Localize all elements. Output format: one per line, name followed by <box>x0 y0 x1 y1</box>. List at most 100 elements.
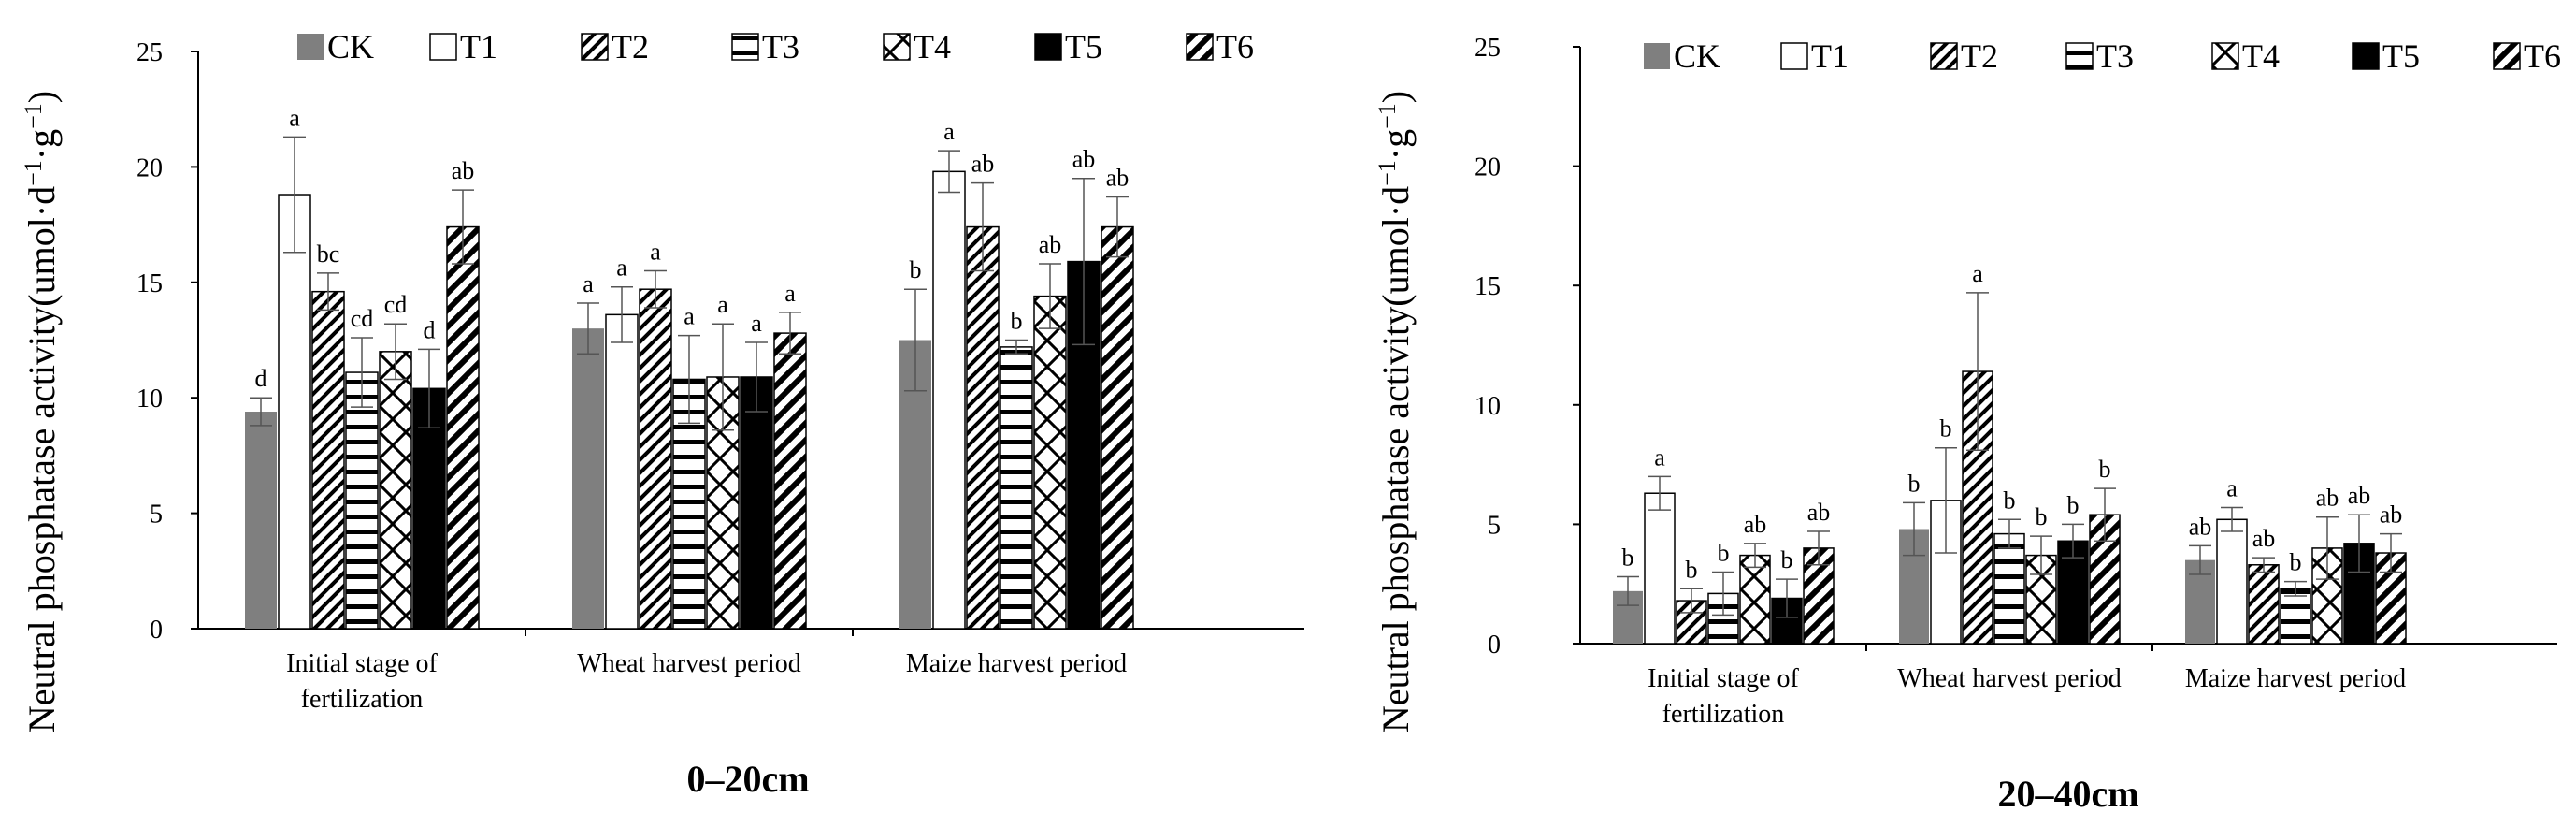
significance-letter: b <box>2004 486 2016 514</box>
significance-letter: a <box>943 118 955 145</box>
significance-letter: b <box>1781 546 1793 573</box>
significance-letter: ab <box>2348 482 2371 509</box>
significance-letter: b <box>1908 470 1921 497</box>
y-tick-label: 10 <box>1475 392 1501 421</box>
bar-t6-1 <box>2089 514 2121 645</box>
chart-panel-0-20cm: 0 5 10 15 20 25 Neutral phosphatase activity(u… <box>20 28 1304 800</box>
legend-label-t6: T6 <box>1216 28 1254 65</box>
legend-swatch-ck <box>1644 43 1670 69</box>
significance-letter: b <box>2067 491 2080 518</box>
chart-panel-20-40cm: 0 5 10 15 20 25 Neutral phosphatase activity(u… <box>1374 34 2561 815</box>
y-tick-label: 5 <box>1488 511 1501 540</box>
significance-letter: a <box>684 303 695 330</box>
legend-swatch-t2 <box>581 33 609 61</box>
significance-letter: a <box>1654 443 1665 471</box>
chart-title: 0–20cm <box>686 758 809 800</box>
significance-letter: a <box>289 104 300 131</box>
bar-t4-2 <box>1033 295 1067 630</box>
legend-label-t6: T6 <box>2524 37 2561 75</box>
category-label: Wheat harvest period <box>1897 664 2121 693</box>
significance-letter: a <box>616 254 627 282</box>
significance-letter: ab <box>1106 164 1130 191</box>
legend-swatch-t1 <box>429 33 457 61</box>
significance-letter: ab <box>1039 231 1062 258</box>
significance-letter: ab <box>452 157 475 184</box>
y-tick-label: 20 <box>1475 153 1501 182</box>
significance-letter: ab <box>2189 513 2212 540</box>
bar-t1-2 <box>2216 518 2248 645</box>
y-tick-label: 10 <box>137 384 163 414</box>
legend-label-t5: T5 <box>1065 28 1102 65</box>
legend-swatch-t6 <box>1186 33 1214 61</box>
significance-letter: a <box>751 310 762 337</box>
bar-t4-0 <box>379 351 412 630</box>
legend-swatch-t3 <box>2065 42 2094 70</box>
bar-t1-0 <box>1644 492 1676 645</box>
legend-swatch-t5 <box>2352 42 2380 70</box>
bar-t5-0 <box>412 387 446 630</box>
significance-letter: b <box>1686 556 1698 583</box>
y-tick-label: 25 <box>1475 34 1501 63</box>
bar-t2-2 <box>966 225 1000 630</box>
legend-swatch-t4 <box>2211 42 2239 70</box>
category-label: Initial stage of <box>286 649 438 678</box>
y-tick-label: 15 <box>137 269 163 298</box>
significance-letter: d <box>424 316 436 343</box>
y-tick-label: 15 <box>1475 272 1501 301</box>
bar-t3-0 <box>345 371 379 630</box>
legend-swatch-t1 <box>1780 42 1808 70</box>
chart-title: 20–40cm <box>1997 773 2138 815</box>
category-label: fertilization <box>301 685 424 714</box>
legend-label-t4: T4 <box>2242 37 2280 75</box>
category-label: Initial stage of <box>1648 664 1799 693</box>
significance-letter: ab <box>1744 511 1767 538</box>
significance-letter: ab <box>2252 525 2276 552</box>
bar-t6-0 <box>446 225 480 630</box>
significance-letter: ab <box>1072 146 1096 173</box>
y-tick-label: 0 <box>150 616 163 645</box>
y-tick-label: 20 <box>137 153 163 182</box>
legend-label-t2: T2 <box>1961 37 1998 75</box>
bar-t3-2 <box>1000 346 1033 630</box>
significance-letter: bc <box>317 240 340 268</box>
significance-letter: a <box>650 238 661 265</box>
significance-letter: cd <box>351 305 374 332</box>
bar-t6-1 <box>773 332 807 630</box>
significance-letter: b <box>1940 415 1952 443</box>
bar-t1-1 <box>605 313 639 630</box>
significance-letter: b <box>910 256 922 283</box>
category-label: Wheat harvest period <box>577 649 800 678</box>
legend-label-t3: T3 <box>2096 37 2134 75</box>
legend-swatch-t6 <box>2493 42 2521 70</box>
legend-label-t5: T5 <box>2382 37 2420 75</box>
significance-letter: ab <box>1807 499 1831 526</box>
significance-letter: cd <box>384 291 408 318</box>
bar-ck-0 <box>245 412 277 629</box>
bar-t2-2 <box>2248 564 2280 645</box>
y-tick-label: 0 <box>1488 631 1501 660</box>
significance-letter: ab <box>2380 501 2403 529</box>
legend-label-ck: CK <box>1674 37 1720 75</box>
significance-letter: b <box>2099 456 2111 483</box>
significance-letter: a <box>784 280 796 307</box>
y-axis-label: Neutral phosphatase activity(umol·d−1·g−… <box>20 91 63 733</box>
significance-letter: b <box>1718 539 1730 566</box>
legend-swatch-ck <box>297 34 324 60</box>
y-tick-label: 25 <box>137 38 163 67</box>
y-axis-label: Neutral phosphatase activity(umol·d−1·g−… <box>1374 91 1417 733</box>
significance-letter: a <box>717 291 728 318</box>
legend-swatch-t4 <box>883 33 911 61</box>
bar-t2-0 <box>311 290 345 630</box>
bar-t1-2 <box>932 170 966 630</box>
legend-label-t1: T1 <box>460 28 497 65</box>
significance-letter: ab <box>2316 485 2339 512</box>
significance-letter: a <box>2226 475 2238 502</box>
category-label: fertilization <box>1662 700 1785 729</box>
bar-t4-0 <box>1739 554 1771 645</box>
category-label: Maize harvest period <box>906 649 1127 678</box>
significance-letter: b <box>2036 503 2048 530</box>
bar-t6-2 <box>2375 552 2407 645</box>
significance-letter: b <box>2290 549 2302 576</box>
bar-t5-1 <box>740 376 773 630</box>
